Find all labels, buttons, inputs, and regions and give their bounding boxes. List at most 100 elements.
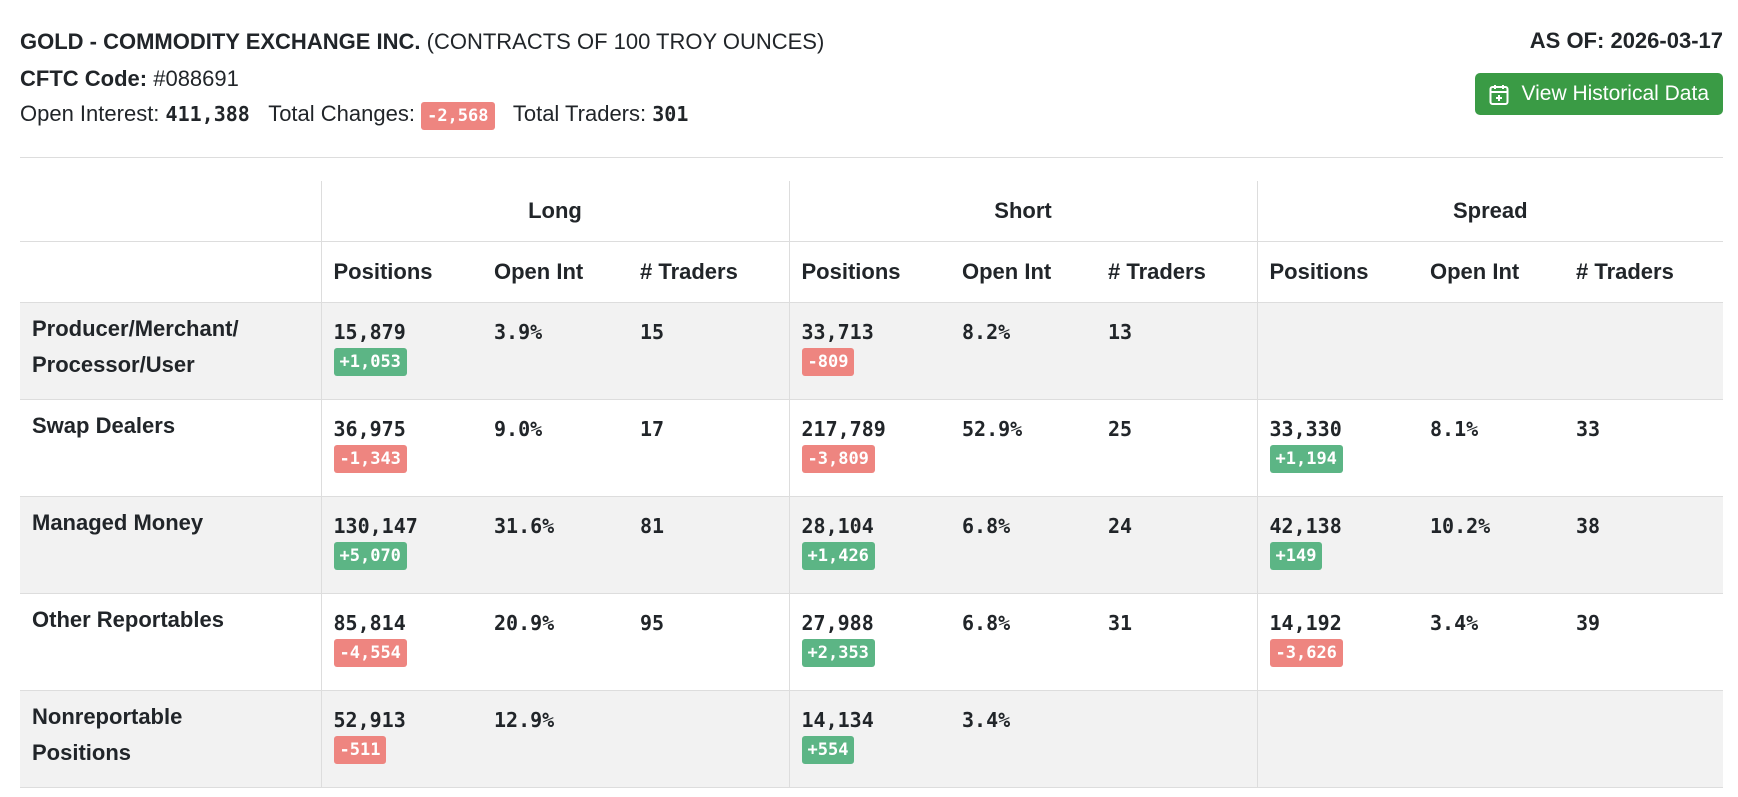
positions-cell: 130,147 +5,070 (320, 496, 482, 594)
open-int: 3.9% (494, 320, 543, 344)
corner (20, 181, 321, 242)
traders: 81 (640, 514, 665, 538)
positions-cell (1256, 690, 1418, 788)
traders: 13 (1108, 320, 1133, 344)
column-header: Open Int (1418, 241, 1564, 303)
data-row: Managed Money 130,147 +5,070 31.6% 81 28,104 +… (20, 496, 1723, 594)
total-changes: -2,568 (421, 102, 495, 130)
positions-cell: 85,814 -4,554 (320, 593, 482, 691)
traders-cell (1096, 690, 1257, 788)
row-label: Nonreportable Positions (20, 690, 321, 788)
row-label-line: Producer/Merchant/ (32, 316, 239, 341)
open-int-cell: 3.4% (1418, 593, 1564, 691)
traders: 17 (640, 417, 665, 441)
positions: 217,789 (801, 417, 886, 441)
button-label: View Historical Data (1521, 82, 1709, 105)
row-label: Other Reportables (20, 593, 321, 691)
traders: 25 (1108, 417, 1133, 441)
row-label: Swap Dealers (20, 399, 321, 497)
change-badge: -3,809 (801, 445, 875, 473)
open-int-cell (1418, 302, 1564, 400)
open-interest: 411,388 (165, 102, 250, 126)
open-int: 12.9% (494, 708, 555, 732)
title: GOLD - COMMODITY EXCHANGE INC. (20, 29, 421, 54)
historical-button[interactable]: View Historical Data (1475, 73, 1723, 115)
open-int-cell: 8.2% (950, 302, 1096, 400)
open-int: 3.4% (962, 708, 1011, 732)
positions-cell: 27,988 +2,353 (788, 593, 950, 691)
traders-cell: 24 (1096, 496, 1257, 594)
positions: 42,138 (1269, 514, 1342, 538)
open-int-cell: 3.4% (950, 690, 1096, 788)
change-badge: +5,070 (333, 542, 407, 570)
traders: 95 (640, 611, 665, 635)
open-int-cell: 52.9% (950, 399, 1096, 497)
total-changes-label: Total Changes: (268, 101, 415, 126)
change-badge: +2,353 (801, 639, 875, 667)
change-badge: -4,554 (333, 639, 407, 667)
as-of: AS OF: 2026-03-17 (1530, 28, 1723, 54)
group-header: Long (320, 181, 789, 242)
open-int-cell: 10.2% (1418, 496, 1564, 594)
open-int: 10.2% (1430, 514, 1491, 538)
positions: 14,192 (1269, 611, 1342, 635)
column-header: # Traders (628, 241, 789, 303)
open-int: 6.8% (962, 611, 1011, 635)
positions-cell: 14,134 +554 (788, 690, 950, 788)
open-int-cell: 9.0% (482, 399, 628, 497)
open-int-cell: 31.6% (482, 496, 628, 594)
positions: 14,134 (801, 708, 874, 732)
column-header: # Traders (1564, 241, 1723, 303)
change-badge: -809 (801, 348, 855, 376)
change-badge: +554 (801, 736, 855, 764)
positions-cell: 33,713 -809 (788, 302, 950, 400)
open-int: 52.9% (962, 417, 1023, 441)
data-row: Producer/Merchant/Processor/User 15,879 +1… (20, 302, 1723, 400)
traders: 38 (1576, 514, 1601, 538)
positions: 36,975 (333, 417, 406, 441)
traders: 33 (1576, 417, 1601, 441)
column-header: Open Int (482, 241, 628, 303)
positions: 85,814 (333, 611, 406, 635)
traders-cell: 17 (628, 399, 789, 497)
traders-cell (1564, 690, 1723, 788)
traders: 15 (640, 320, 665, 344)
open-int-cell: 20.9% (482, 593, 628, 691)
traders: 31 (1108, 611, 1133, 635)
traders-cell: 31 (1096, 593, 1257, 691)
row-label: Producer/Merchant/Processor/User (20, 302, 321, 400)
as-of-date: 2026-03-17 (1610, 28, 1723, 53)
row-label-line: Swap Dealers (32, 413, 176, 438)
positions: 15,879 (333, 320, 406, 344)
change-badge: +1,194 (1269, 445, 1343, 473)
title-line: GOLD - COMMODITY EXCHANGE INC. (CONTRACT… (20, 28, 824, 56)
as-of-label: AS OF: (1529, 28, 1605, 53)
group-header: Short (788, 181, 1257, 242)
traders-cell (628, 690, 789, 788)
positions: 52,913 (333, 708, 406, 732)
traders-cell: 25 (1096, 399, 1257, 497)
positions-table: Long Short Spread Positions Open Int # Trader… (20, 181, 1723, 788)
positions-cell: 52,913 -511 (320, 690, 482, 788)
traders-cell (1564, 302, 1723, 400)
open-int-cell: 12.9% (482, 690, 628, 788)
positions: 27,988 (801, 611, 874, 635)
open-int-cell: 3.9% (482, 302, 628, 400)
column-row: Positions Open Int # Traders Positions Open … (20, 241, 1723, 303)
change-badge: +1,053 (333, 348, 407, 376)
open-interest-label: Open Interest: (20, 101, 160, 126)
cftc-line: CFTC Code: #088691 (20, 65, 239, 93)
change-badge: +1,426 (801, 542, 875, 570)
subtitle: (CONTRACTS OF 100 TROY OUNCES) (426, 29, 825, 54)
open-int: 6.8% (962, 514, 1011, 538)
row-label-line: Processor/User (32, 352, 195, 377)
column-header: Positions (788, 241, 950, 303)
column-header: # Traders (1096, 241, 1257, 303)
total-traders-label: Total Traders: (512, 101, 647, 126)
row-label-line: Other Reportables (32, 607, 224, 632)
open-int: 8.1% (1430, 417, 1479, 441)
positions: 28,104 (801, 514, 874, 538)
open-int: 3.4% (1430, 611, 1479, 635)
positions-cell: 36,975 -1,343 (320, 399, 482, 497)
